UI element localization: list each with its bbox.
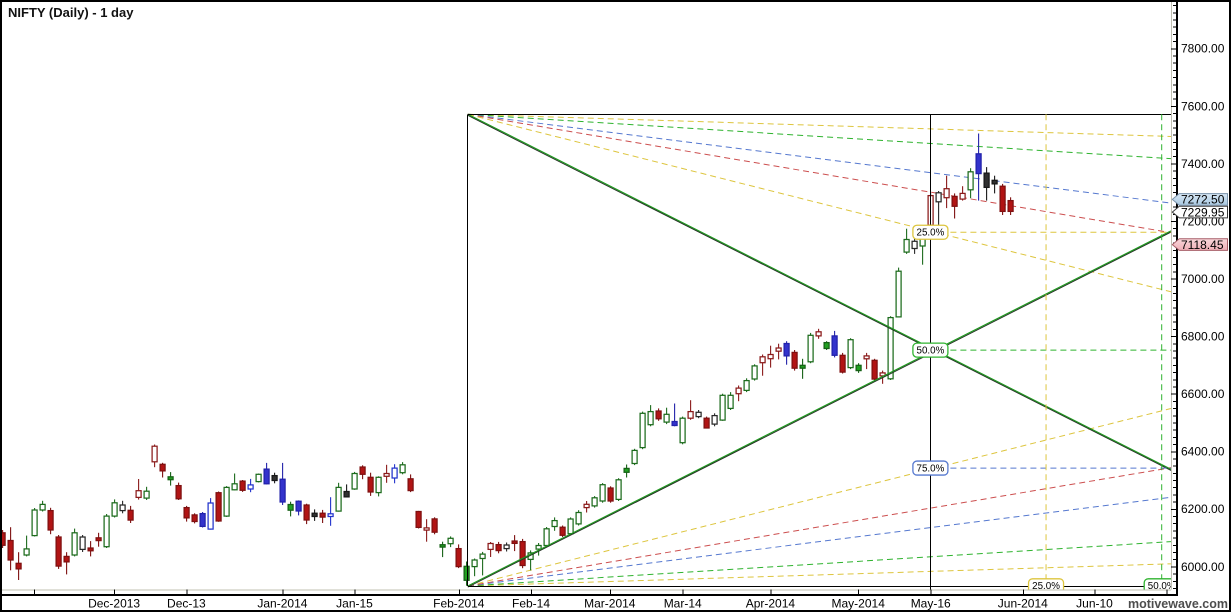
svg-text:6600.00: 6600.00 — [1181, 387, 1225, 401]
svg-text:6400.00: 6400.00 — [1181, 445, 1225, 459]
svg-text:7000.00: 7000.00 — [1181, 272, 1225, 286]
svg-text:7400.00: 7400.00 — [1181, 157, 1225, 171]
svg-text:Jun-10: Jun-10 — [1076, 596, 1113, 610]
svg-text:Dec-13: Dec-13 — [167, 596, 206, 610]
svg-text:Dec-2013: Dec-2013 — [88, 596, 140, 610]
svg-text:7800.00: 7800.00 — [1181, 42, 1225, 56]
svg-text:75.0%: 75.0% — [917, 463, 945, 474]
svg-text:Jan-2014: Jan-2014 — [257, 596, 307, 610]
svg-text:50.0%: 50.0% — [1148, 581, 1176, 592]
svg-text:Feb-14: Feb-14 — [512, 596, 550, 610]
svg-text:50.0%: 50.0% — [917, 346, 945, 357]
svg-text:Mar-2014: Mar-2014 — [584, 596, 636, 610]
svg-text:Apr-2014: Apr-2014 — [746, 596, 796, 610]
svg-text:NIFTY (Daily) - 1 day: NIFTY (Daily) - 1 day — [8, 5, 134, 20]
svg-text:7600.00: 7600.00 — [1181, 99, 1225, 113]
svg-text:7272.50: 7272.50 — [1181, 193, 1225, 207]
svg-text:Feb-2014: Feb-2014 — [433, 596, 485, 610]
svg-text:6200.00: 6200.00 — [1181, 502, 1225, 516]
svg-text:motivewave.com: motivewave.com — [1128, 597, 1228, 611]
svg-text:7229.95: 7229.95 — [1181, 205, 1225, 219]
svg-text:Jun-2014: Jun-2014 — [998, 596, 1048, 610]
svg-text:25.0%: 25.0% — [917, 228, 945, 239]
svg-text:7118.45: 7118.45 — [1181, 238, 1224, 252]
svg-text:May-2014: May-2014 — [832, 596, 886, 610]
svg-text:Jan-15: Jan-15 — [336, 596, 373, 610]
svg-text:6000.00: 6000.00 — [1181, 560, 1225, 574]
svg-text:May-16: May-16 — [911, 596, 951, 610]
svg-text:Mar-14: Mar-14 — [664, 596, 702, 610]
svg-text:25.0%: 25.0% — [1032, 581, 1060, 592]
svg-text:6800.00: 6800.00 — [1181, 330, 1225, 344]
